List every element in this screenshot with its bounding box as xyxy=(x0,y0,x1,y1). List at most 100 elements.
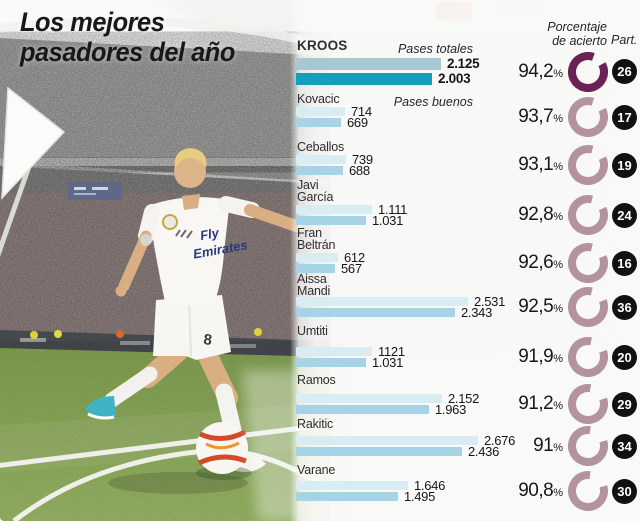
player-name: Rakitic xyxy=(297,417,334,431)
bar-pases-totales xyxy=(296,297,468,306)
player-name: Ceballos xyxy=(297,140,345,154)
accuracy-ring xyxy=(568,145,608,185)
accuracy-number: 90,8 xyxy=(518,480,554,501)
pases-totales-value: 2.125 xyxy=(447,56,480,71)
corner-flag xyxy=(0,86,66,257)
bar-pases-buenos xyxy=(296,405,429,414)
legend-good-passes: Pases buenos xyxy=(393,95,473,109)
bar-pases-totales xyxy=(296,481,408,490)
player-name: Fran Beltrán xyxy=(297,226,336,252)
accuracy-value: 92,5% xyxy=(503,297,563,319)
svg-text:Fly: Fly xyxy=(199,225,221,243)
bar-pases-buenos xyxy=(296,492,398,501)
participation-badge: 24 xyxy=(612,202,637,228)
bar-pases-buenos xyxy=(296,308,455,317)
accuracy-ring xyxy=(568,287,608,327)
accuracy-number: 94,2 xyxy=(518,60,554,82)
accuracy-ring xyxy=(568,471,608,511)
accuracy-value: 92,6% xyxy=(503,253,563,275)
club-crest xyxy=(162,214,178,230)
player-row: Kovacic 714 669 93,7% 17 xyxy=(290,0,640,521)
player-name: Javi García xyxy=(297,178,334,204)
chart-panel: Porcentaje de acierto Part. Pases totale… xyxy=(290,0,640,521)
player-row: Rakitic 2.676 2.436 91% 34 xyxy=(290,0,640,521)
participation-badge: 30 xyxy=(612,478,637,504)
accuracy-percent-sign: % xyxy=(553,259,563,271)
accuracy-column-header: Porcentaje de acierto xyxy=(547,20,607,48)
player-row: Umtiti 1121 1.031 91,9% 20 xyxy=(290,0,640,521)
brand-stripes xyxy=(175,229,193,239)
title-line2: pasadores del año xyxy=(20,36,235,67)
player-row: KROOS 2.125 2.003 94,2% 26 xyxy=(290,0,640,521)
pases-buenos-value: 669 xyxy=(347,114,368,130)
pases-totales-value: 2.676 xyxy=(484,432,516,448)
accuracy-ring xyxy=(568,97,608,137)
accuracy-ring xyxy=(568,426,608,466)
bar-pases-totales xyxy=(296,107,345,116)
sleeve-badge xyxy=(140,234,152,246)
bar-pases-buenos xyxy=(296,264,335,273)
accuracy-value: 90,8% xyxy=(503,481,563,503)
bar-pases-totales xyxy=(296,436,478,445)
accuracy-number: 92,8 xyxy=(518,204,554,225)
bar-pases-totales xyxy=(296,58,441,70)
player-row: Ramos 2.152 1.963 91,2% 29 xyxy=(290,0,640,521)
participation-badge: 19 xyxy=(612,152,637,178)
pases-buenos-value: 1.495 xyxy=(404,488,436,504)
player-row: Fran Beltrán 612 567 92,6% 16 xyxy=(290,0,640,521)
accuracy-number: 93,1 xyxy=(518,154,554,175)
scoreboard xyxy=(68,182,122,200)
pases-totales-value: 612 xyxy=(344,249,365,265)
pases-buenos-value: 1.963 xyxy=(435,401,467,417)
player-name: Umtiti xyxy=(297,324,328,338)
pases-totales-value: 739 xyxy=(352,151,373,167)
accuracy-ring xyxy=(568,51,608,92)
accuracy-percent-sign: % xyxy=(553,211,563,223)
pases-totales-value: 2.531 xyxy=(474,293,506,309)
bar-pases-buenos xyxy=(296,166,343,175)
accuracy-percent-sign: % xyxy=(553,303,563,315)
accuracy-ring xyxy=(568,337,608,377)
player-row: Javi García 1.111 1.031 92,8% 24 xyxy=(290,0,640,521)
pases-buenos-value: 2.343 xyxy=(461,304,493,320)
title-line1: Los mejores xyxy=(20,7,165,37)
accuracy-value: 93,1% xyxy=(503,155,563,177)
participation-badge: 36 xyxy=(612,294,637,320)
pases-totales-value: 1.111 xyxy=(378,201,408,217)
accuracy-number: 92,5 xyxy=(518,296,554,317)
bar-pases-buenos xyxy=(296,118,341,127)
pases-buenos-value: 567 xyxy=(341,260,362,276)
boot xyxy=(85,396,116,420)
accuracy-percent-sign: % xyxy=(553,353,563,365)
accuracy-value: 93,7% xyxy=(503,107,563,129)
accuracy-number: 92,6 xyxy=(518,252,554,273)
participation-column-header: Part. xyxy=(611,33,638,47)
pases-totales-value: 2.152 xyxy=(448,390,480,406)
accuracy-value: 92,8% xyxy=(503,205,563,227)
page-title: Los mejores pasadores del año xyxy=(20,7,235,67)
player-name: KROOS xyxy=(297,38,348,53)
bar-pases-totales xyxy=(296,394,442,403)
football xyxy=(196,422,252,480)
participation-badge: 17 xyxy=(612,104,637,130)
bar-pases-buenos xyxy=(296,447,462,456)
bar-pases-totales xyxy=(296,347,372,356)
accuracy-percent-sign: % xyxy=(553,113,563,125)
bar-pases-buenos xyxy=(296,358,366,367)
pases-totales-value: 714 xyxy=(351,103,372,119)
accuracy-percent-sign: % xyxy=(553,67,563,80)
accuracy-ring xyxy=(568,243,608,283)
bar-pases-totales xyxy=(296,205,372,214)
player-name: Kovacic xyxy=(297,92,340,106)
player-name: Ramos xyxy=(297,373,336,387)
legend-total-passes: Pases totales xyxy=(397,42,473,56)
accuracy-value: 91% xyxy=(503,436,563,458)
player-name: Aissa Mandi xyxy=(297,272,331,298)
pases-buenos-value: 1.031 xyxy=(372,354,404,370)
player-row: Aissa Mandi 2.531 2.343 92,5% 36 xyxy=(290,0,640,521)
accuracy-number: 91,2 xyxy=(518,393,554,414)
participation-badge: 29 xyxy=(612,391,637,417)
accuracy-percent-sign: % xyxy=(553,400,563,412)
accuracy-percent-sign: % xyxy=(553,442,563,454)
participation-badge: 26 xyxy=(612,59,637,84)
